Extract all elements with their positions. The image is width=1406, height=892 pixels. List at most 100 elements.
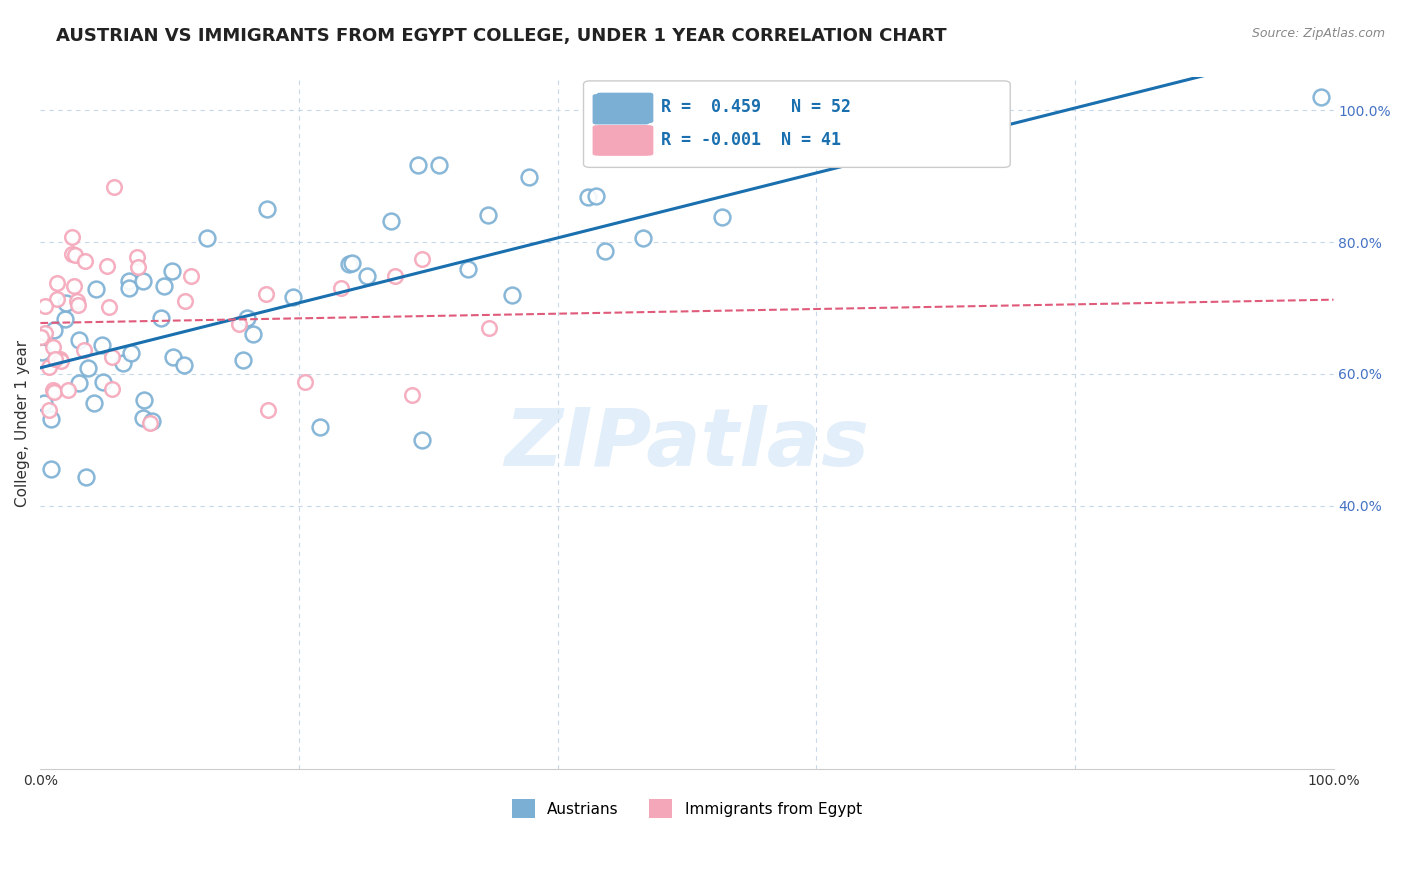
Point [101, 350, 124, 364]
Point [578, 190, 600, 204]
Point [103, 180, 125, 194]
Point [91, 375, 114, 389]
Point [132, 411, 155, 425]
Point [96, 259, 118, 273]
Point [139, 416, 162, 430]
Point [44, 351, 66, 366]
Point [242, 326, 264, 341]
Point [118, 281, 141, 295]
Point [49, 352, 72, 367]
Point [86, 282, 108, 296]
Point [153, 278, 176, 293]
Point [593, 244, 616, 258]
Point [356, 269, 378, 284]
Point [337, 256, 360, 270]
Text: R = -0.001  N = 41: R = -0.001 N = 41 [661, 131, 841, 149]
Point [127, 260, 149, 274]
Point [125, 250, 148, 264]
Point [42, 383, 65, 397]
Point [75, 253, 97, 268]
Point [1309, 90, 1331, 104]
Point [342, 256, 364, 270]
Point [39, 411, 62, 425]
Point [141, 414, 163, 428]
FancyBboxPatch shape [583, 81, 1011, 168]
Point [53, 311, 76, 326]
Point [90, 338, 112, 352]
Point [149, 311, 172, 326]
Point [254, 287, 277, 301]
Point [67, 334, 90, 348]
Point [34, 326, 56, 340]
Point [330, 280, 353, 294]
Point [180, 268, 202, 283]
Point [120, 346, 142, 360]
Point [256, 403, 278, 417]
Point [30, 330, 52, 344]
Text: ZIPatlas: ZIPatlas [505, 405, 869, 483]
Point [38, 359, 60, 374]
Point [631, 231, 654, 245]
Point [38, 403, 60, 417]
Point [112, 356, 135, 370]
Point [162, 350, 184, 364]
Point [308, 419, 330, 434]
FancyBboxPatch shape [596, 93, 654, 123]
Point [478, 320, 501, 334]
Point [55, 296, 77, 310]
Point [39, 461, 62, 475]
Point [228, 318, 250, 332]
Point [173, 358, 195, 372]
Point [44, 323, 66, 337]
Point [408, 158, 430, 172]
Point [384, 268, 406, 283]
Point [411, 433, 433, 447]
FancyBboxPatch shape [592, 125, 650, 155]
Point [477, 208, 499, 222]
Point [134, 393, 156, 408]
Point [49, 353, 72, 368]
Point [56, 383, 79, 397]
Point [501, 288, 523, 302]
FancyBboxPatch shape [596, 125, 654, 155]
Point [60, 229, 83, 244]
Point [457, 261, 479, 276]
Point [429, 158, 451, 172]
Point [711, 210, 734, 224]
Point [401, 387, 423, 401]
Point [66, 293, 89, 308]
Point [411, 252, 433, 267]
Point [585, 189, 607, 203]
Point [232, 352, 254, 367]
Point [195, 231, 218, 245]
Text: R =  0.459   N = 52: R = 0.459 N = 52 [661, 98, 851, 116]
Point [75, 470, 97, 484]
Point [32, 396, 55, 410]
Point [42, 340, 65, 354]
Point [46, 276, 69, 290]
Point [83, 396, 105, 410]
Point [380, 214, 402, 228]
Point [517, 169, 540, 184]
Y-axis label: College, Under 1 year: College, Under 1 year [15, 340, 30, 507]
Text: Source: ZipAtlas.com: Source: ZipAtlas.com [1251, 27, 1385, 40]
Point [132, 274, 155, 288]
Point [67, 298, 90, 312]
Point [60, 247, 83, 261]
Point [174, 294, 197, 309]
Point [62, 279, 84, 293]
Legend: Austrians, Immigrants from Egypt: Austrians, Immigrants from Egypt [506, 793, 868, 824]
Point [31, 345, 53, 359]
Point [45, 292, 67, 306]
Text: AUSTRIAN VS IMMIGRANTS FROM EGYPT COLLEGE, UNDER 1 YEAR CORRELATION CHART: AUSTRIAN VS IMMIGRANTS FROM EGYPT COLLEG… [56, 27, 946, 45]
Point [117, 274, 139, 288]
Point [100, 382, 122, 396]
Point [42, 384, 65, 399]
Point [76, 361, 98, 376]
Point [72, 343, 94, 357]
Point [236, 311, 259, 326]
Point [256, 202, 278, 216]
Point [160, 264, 183, 278]
Point [283, 290, 305, 304]
Point [294, 376, 316, 390]
